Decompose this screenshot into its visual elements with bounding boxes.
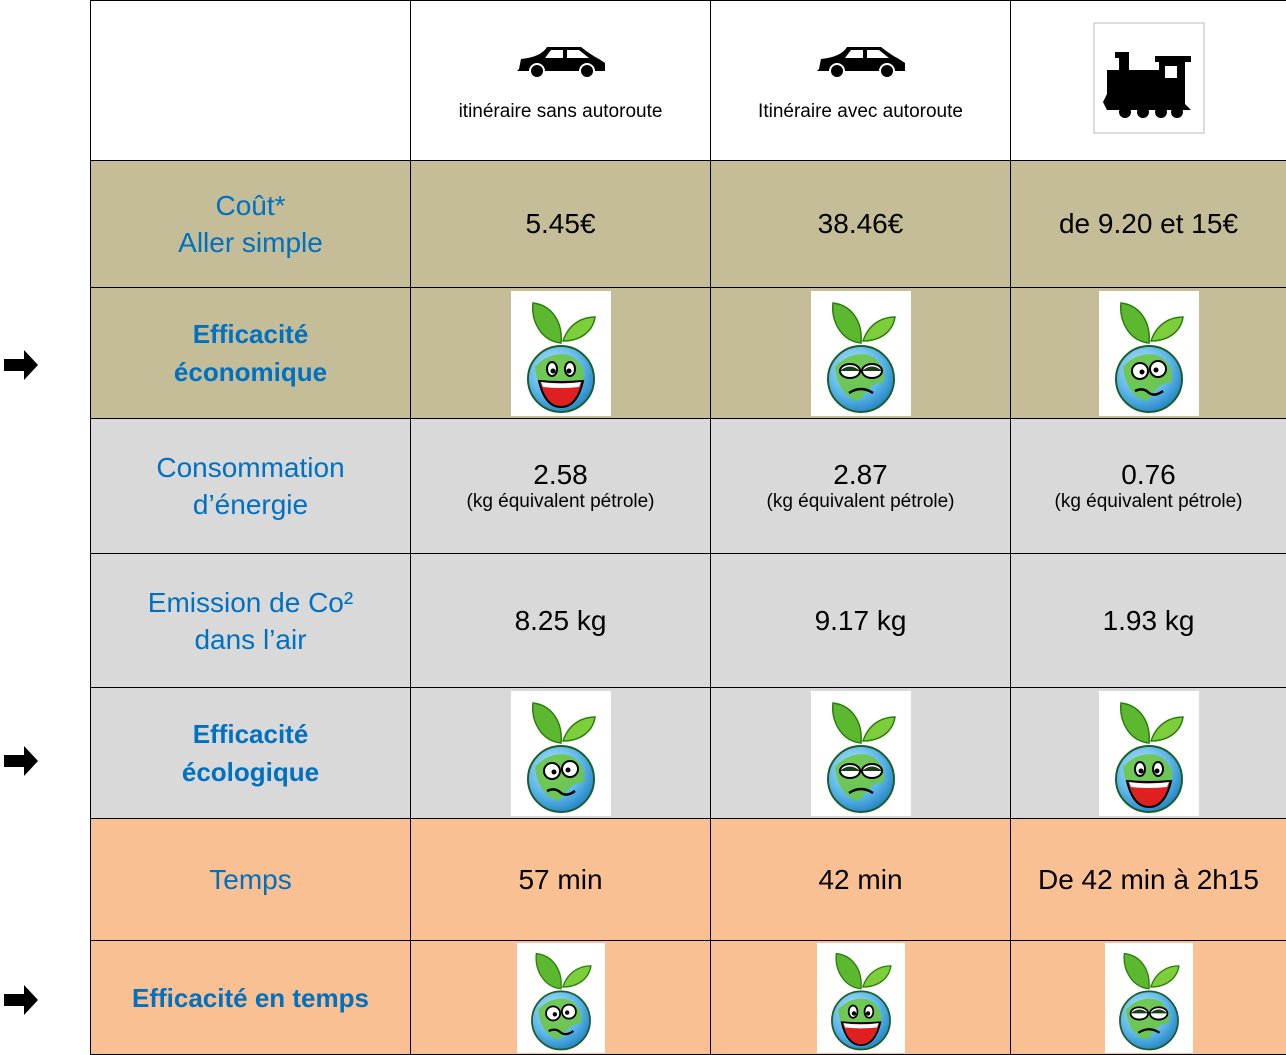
row-label: Efficacité écologique xyxy=(91,688,411,819)
cell-note: (kg équivalent pétrole) xyxy=(711,491,1010,513)
train-icon xyxy=(1093,22,1205,134)
arrow-icon xyxy=(2,982,42,1018)
row: Temps 57 min 42 min De 42 min à 2h15 xyxy=(91,819,1286,941)
row: Emission de Co² dans l’air 8.25 kg 9.17 k… xyxy=(91,554,1286,688)
cell: 0.76(kg équivalent pétrole) xyxy=(1011,419,1286,554)
rating-cell xyxy=(1011,288,1286,419)
cell-value: 0.76 xyxy=(1121,459,1176,490)
column-label: Itinéraire avec autoroute xyxy=(711,100,1010,123)
sad-face xyxy=(811,291,911,416)
cell: de 9.20 et 15€ xyxy=(1011,161,1286,288)
label-line: économique xyxy=(174,357,327,387)
rating-cell xyxy=(711,288,1011,419)
row-label: Consommation d’énergie xyxy=(91,419,411,554)
cell: 8.25 kg xyxy=(411,554,711,688)
row-label: Efficacité en temps xyxy=(91,941,411,1055)
row: Coût* Aller simple 5.45€ 38.46€ de 9.20 e… xyxy=(91,161,1286,288)
cell: 1.93 kg xyxy=(1011,554,1286,688)
worried-face xyxy=(513,943,609,1053)
sad-face xyxy=(1101,943,1197,1053)
label-line: écologique xyxy=(182,757,319,787)
label-line: Coût* xyxy=(215,190,285,221)
cell-value: 2.58 xyxy=(533,459,588,490)
label-line: dans l’air xyxy=(194,624,306,655)
label-line: Aller simple xyxy=(178,227,323,258)
row: Efficacité économique xyxy=(91,288,1286,419)
cell: 9.17 kg xyxy=(711,554,1011,688)
rating-cell xyxy=(411,288,711,419)
row: Efficacité en temps xyxy=(91,941,1286,1055)
cell: 57 min xyxy=(411,819,711,941)
label-line: Efficacité xyxy=(193,719,309,749)
row-label: Efficacité économique xyxy=(91,288,411,419)
rating-cell xyxy=(711,941,1011,1055)
sad-face xyxy=(811,691,911,816)
cell-note: (kg équivalent pétrole) xyxy=(411,491,710,513)
label-line: Efficacité en temps xyxy=(132,983,369,1013)
happy-face xyxy=(813,943,909,1053)
label-line: Efficacité xyxy=(193,319,309,349)
arrow-icon xyxy=(2,743,42,779)
cell: 2.58(kg équivalent pétrole) xyxy=(411,419,711,554)
worried-face xyxy=(1099,291,1199,416)
label-line: d’énergie xyxy=(193,489,308,520)
column-label: itinéraire sans autoroute xyxy=(411,100,710,123)
cell: 38.46€ xyxy=(711,161,1011,288)
header-cell: Itinéraire avec autoroute xyxy=(711,1,1011,161)
body: itinéraire sans autoroute Itinéraire ave… xyxy=(0,0,1286,1054)
cell-note: (kg équivalent pétrole) xyxy=(1011,491,1286,513)
rating-cell xyxy=(411,688,711,819)
worried-face xyxy=(511,691,611,816)
header-cell: itinéraire sans autoroute xyxy=(411,1,711,161)
comparison-table: itinéraire sans autoroute Itinéraire ave… xyxy=(90,0,1286,1055)
page: {"table": { "columns": ["itinéraire sans… xyxy=(0,0,1286,1054)
rating-cell xyxy=(411,941,711,1055)
label-line: Temps xyxy=(209,864,291,895)
car-icon xyxy=(811,39,911,81)
header-cell xyxy=(1011,1,1286,161)
row-label: Temps xyxy=(91,819,411,941)
header-row: itinéraire sans autoroute Itinéraire ave… xyxy=(91,1,1286,161)
cell: De 42 min à 2h15 xyxy=(1011,819,1286,941)
happy-face xyxy=(1099,691,1199,816)
happy-face xyxy=(511,291,611,416)
arrow-icon xyxy=(2,347,42,383)
row-label: Emission de Co² dans l’air xyxy=(91,554,411,688)
cell: 42 min xyxy=(711,819,1011,941)
cell: 5.45€ xyxy=(411,161,711,288)
cell: 2.87(kg équivalent pétrole) xyxy=(711,419,1011,554)
row: Efficacité écologique xyxy=(91,688,1286,819)
label-line: Consommation xyxy=(156,452,344,483)
row-label: Coût* Aller simple xyxy=(91,161,411,288)
cell-value: 2.87 xyxy=(833,459,888,490)
label-line: Emission de Co² xyxy=(148,587,353,618)
car-icon xyxy=(511,39,611,81)
rating-cell xyxy=(1011,688,1286,819)
empty-cell xyxy=(91,1,411,161)
rating-cell xyxy=(711,688,1011,819)
rating-cell xyxy=(1011,941,1286,1055)
